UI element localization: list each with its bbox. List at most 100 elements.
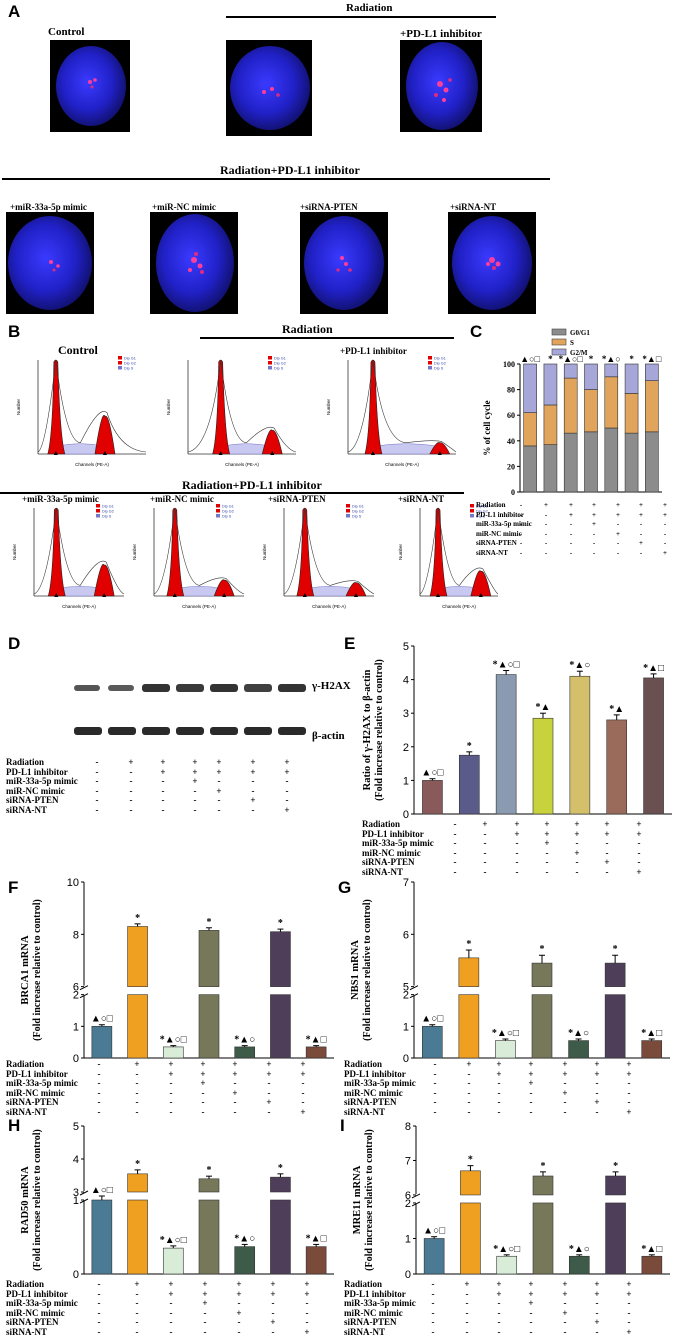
treatment-sign: + bbox=[482, 819, 488, 829]
bar-annotation: ▲○□ bbox=[421, 1014, 443, 1025]
ytick-label: 0 bbox=[73, 1269, 79, 1281]
treatment-sign: + bbox=[284, 804, 290, 815]
treatment-row: siRNA-PTEN - - - - - + - bbox=[6, 1097, 305, 1108]
c-bar-segment bbox=[604, 376, 619, 429]
treatment-sign: + bbox=[128, 757, 134, 767]
flow-legend-swatch bbox=[216, 509, 220, 513]
treatment-row: miR-NC mimic - - - - + - - bbox=[6, 1088, 305, 1099]
treatment-sign: + bbox=[639, 501, 643, 509]
treatment-row: miR-33a-5p mimic - - - + - - - bbox=[344, 1078, 631, 1089]
treatment-sign: - bbox=[453, 828, 457, 839]
flow-legend-swatch bbox=[470, 509, 474, 513]
bar-annotation: *▲○□ bbox=[493, 660, 520, 671]
bar bbox=[641, 1040, 663, 1059]
treatment-label: miR-NC mimic bbox=[362, 847, 421, 858]
treatment-sign: + bbox=[216, 766, 222, 777]
western-blot bbox=[66, 676, 306, 735]
treatment-sign: + bbox=[562, 1307, 568, 1318]
treatment-sign: - bbox=[161, 785, 165, 796]
treatment-sign: + bbox=[270, 1317, 276, 1327]
treatment-sign: - bbox=[595, 1087, 599, 1098]
bar bbox=[91, 1199, 113, 1275]
bar bbox=[127, 1199, 148, 1275]
treatment-sign: - bbox=[544, 510, 548, 519]
bar-annotation: *▲○□ bbox=[160, 1035, 187, 1046]
treatment-sign: + bbox=[592, 501, 596, 509]
treatment-sign: - bbox=[135, 1097, 139, 1107]
treatment-sign: - bbox=[616, 548, 620, 557]
c-bar-segment bbox=[624, 363, 639, 394]
flow-g1-peak bbox=[364, 359, 383, 455]
c-annotation: * bbox=[629, 354, 634, 364]
panel-a-label-sint: +siRNA-NT bbox=[450, 202, 497, 212]
panel-a-label-sipten: +siRNA-PTEN bbox=[300, 202, 358, 212]
treatment-row: miR-NC mimic - - - - + - - bbox=[476, 530, 666, 540]
treatment-sign: + bbox=[626, 1288, 632, 1299]
treatment-sign: + bbox=[626, 1106, 632, 1117]
treatment-row: miR-33a-5p mimic - - - + - - - bbox=[476, 520, 666, 530]
bar-annotation: * bbox=[613, 944, 618, 955]
flow-legend-swatch bbox=[268, 366, 272, 370]
treatment-sign: - bbox=[271, 1298, 275, 1308]
treatment-label: siRNA-PTEN bbox=[362, 857, 415, 867]
treatment-sign: + bbox=[544, 501, 548, 509]
treatment-sign: + bbox=[626, 1279, 632, 1289]
treatment-sign: - bbox=[135, 1068, 139, 1079]
flow-g2-peak bbox=[93, 564, 115, 597]
treatment-sign: - bbox=[301, 1097, 305, 1107]
treatment-sign: - bbox=[203, 1317, 207, 1327]
ylabel: RAD50 mRNA bbox=[20, 1166, 31, 1234]
treatment-sign: - bbox=[637, 847, 641, 858]
c-bar-segment bbox=[645, 431, 659, 493]
treatment-sign: + bbox=[134, 1279, 140, 1289]
treatment-sign: - bbox=[95, 795, 99, 805]
treatment-sign: + bbox=[528, 1068, 534, 1079]
treatment-row: Radiation - + + + + + + bbox=[344, 1059, 632, 1070]
panel-a-label-mirnc: +miR-NC mimic bbox=[152, 202, 216, 212]
treatment-sign: + bbox=[544, 838, 550, 848]
flow-marker bbox=[437, 451, 442, 455]
flow-marker bbox=[302, 593, 307, 597]
treatment-row: miR-NC mimic - - - - + - - bbox=[6, 786, 289, 797]
treatment-row: siRNA-NT - - - - - - + bbox=[6, 805, 290, 816]
bar bbox=[532, 717, 554, 815]
treatment-sign: - bbox=[193, 795, 197, 805]
treatment-sign: - bbox=[465, 1288, 469, 1299]
flow-legend-label: Dip S bbox=[102, 515, 112, 519]
bar-annotation: *▲○□ bbox=[492, 1028, 519, 1039]
flow-y-label: Number bbox=[326, 399, 331, 416]
bar-annotation: *▲□ bbox=[643, 663, 664, 674]
treatment-sign: - bbox=[251, 785, 255, 796]
flow-y-label: Number bbox=[12, 544, 17, 561]
treatment-sign: - bbox=[663, 539, 667, 547]
treatment-sign: - bbox=[529, 1097, 533, 1107]
treatment-sign: - bbox=[569, 539, 573, 547]
flow-marker bbox=[53, 451, 58, 455]
nucleus-image-sint bbox=[448, 212, 536, 314]
c-annotation: *▲○□ bbox=[559, 354, 584, 364]
bar-annotation: *▲○ bbox=[234, 1233, 255, 1244]
treatment-sign: - bbox=[233, 1097, 237, 1107]
bar-annotation: ▲○□ bbox=[421, 768, 443, 779]
treatment-sign: - bbox=[95, 785, 99, 796]
treatment-sign: - bbox=[497, 1078, 501, 1088]
bar bbox=[421, 1026, 443, 1059]
panel-a-radiation-bar bbox=[226, 16, 496, 18]
treatment-row: PD-L1 inhibitor - - + + + + + bbox=[344, 1289, 632, 1300]
treatment-sign: - bbox=[616, 520, 620, 528]
ytick-label: 5 bbox=[403, 641, 409, 653]
bar bbox=[162, 1046, 184, 1059]
c-bar-segment bbox=[584, 431, 598, 493]
treatment-sign: + bbox=[168, 1288, 174, 1299]
treatment-sign: - bbox=[529, 1307, 533, 1318]
treatment-sign: + bbox=[639, 510, 643, 519]
bar bbox=[234, 1046, 256, 1059]
flow-trace bbox=[153, 507, 245, 595]
nucleus-image-control bbox=[50, 40, 130, 132]
treatment-sign: + bbox=[639, 539, 643, 547]
treatment-sign: - bbox=[467, 1106, 471, 1117]
bar-annotation: * bbox=[467, 741, 472, 752]
treatment-sign: - bbox=[97, 1288, 101, 1299]
